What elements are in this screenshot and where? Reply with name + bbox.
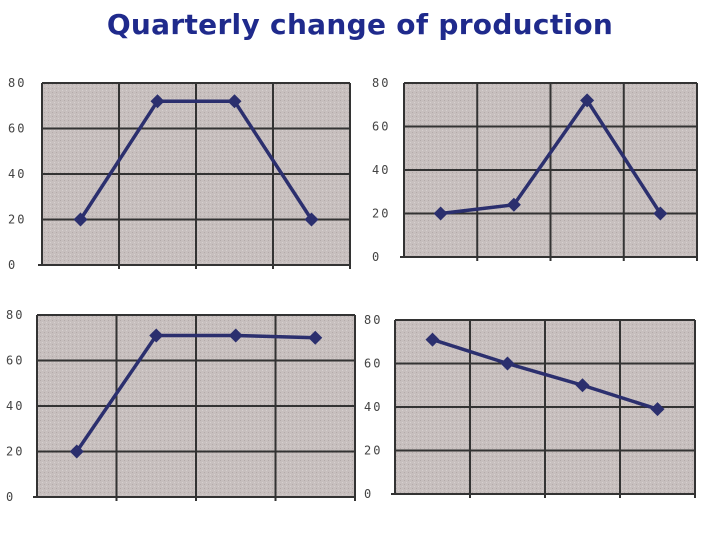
chart-4: 0 20 40 60 80 [364,313,696,501]
series-line [75,333,316,453]
data-point [227,94,242,109]
y-tick-label: 20 [6,445,24,459]
y-tick-label: 0 [8,258,17,272]
y-tick-label: 40 [364,400,382,414]
y-tick-label: 40 [6,399,24,413]
data-point [500,356,515,371]
y-tick-label: 80 [8,76,26,90]
data-point [149,328,164,343]
data-point [650,402,665,417]
series-line [440,98,662,216]
data-point [304,212,319,227]
y-tick-label: 60 [8,122,26,136]
series-line [79,99,313,221]
data-point [228,328,243,343]
y-tick-label: 60 [364,357,382,371]
chart-2: 0 20 40 60 80 [372,76,698,264]
data-point [308,330,323,345]
data-point [506,197,521,212]
y-tick-label: 0 [6,490,15,504]
data-point [69,444,84,459]
data-point [580,93,595,108]
data-point [73,212,88,227]
y-tick-label: 20 [372,207,390,221]
y-tick-label: 0 [372,250,381,264]
data-point [653,206,668,221]
page-title: Quarterly change of production [106,8,614,41]
series-line [431,337,659,411]
y-tick-label: 60 [372,120,390,134]
data-point [425,332,440,347]
y-tick-label: 80 [372,76,390,90]
data-point [433,206,448,221]
chart-1: 0 20 40 60 80 [8,76,351,272]
y-tick-label: 0 [364,487,373,501]
y-tick-label: 20 [8,213,26,227]
y-tick-label: 60 [6,354,24,368]
y-tick-label: 80 [6,308,24,322]
y-tick-label: 80 [364,313,382,327]
chart-3: 0 20 40 60 80 [6,308,356,504]
y-tick-label: 20 [364,444,382,458]
data-point [150,94,165,109]
y-tick-label: 40 [8,167,26,181]
data-point [575,378,590,393]
y-tick-label: 40 [372,163,390,177]
